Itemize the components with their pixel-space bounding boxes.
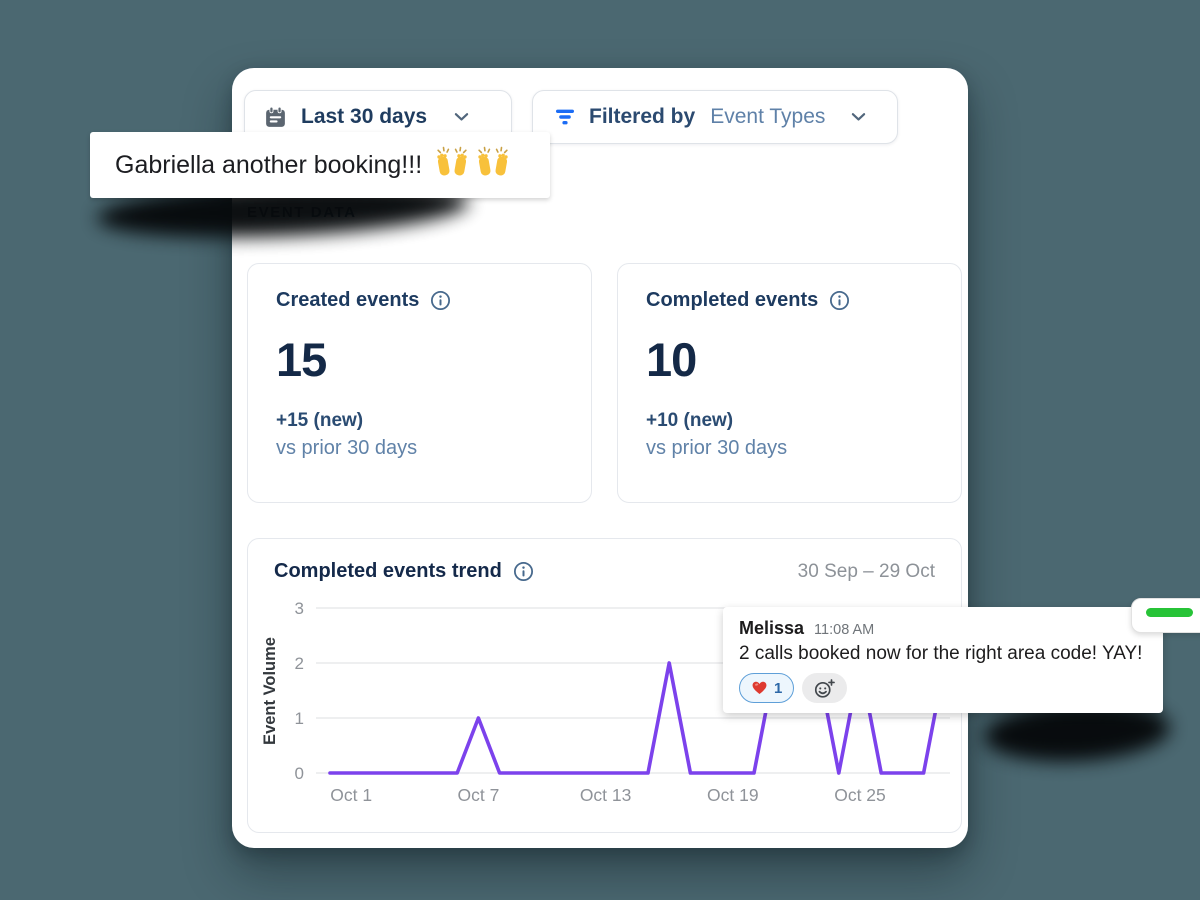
stat-card-title: Completed events (646, 289, 819, 311)
svg-text:Oct 7: Oct 7 (457, 785, 499, 805)
raising-hands-icon (437, 146, 467, 176)
filter-icon (553, 105, 577, 129)
trend-chart-card: Completed events trend 30 Sep – 29 Oct 0… (247, 538, 962, 833)
smiley-plus-icon (813, 678, 836, 699)
svg-text:Oct 19: Oct 19 (707, 785, 759, 805)
stat-card-title: Created events (276, 289, 420, 311)
red-heart-icon (751, 680, 768, 696)
stat-value: 10 (646, 333, 697, 386)
message-timestamp: 11:08 AM (814, 622, 875, 638)
melissa-message: Melissa 11:08 AM 2 calls booked now for … (723, 607, 1163, 713)
stat-comparison: vs prior 30 days (276, 437, 418, 459)
filter-prefix-label: Filtered by (589, 105, 696, 128)
add-reaction-button[interactable] (802, 673, 848, 703)
chart-title: Completed events trend (274, 560, 502, 582)
message-text: 2 calls booked now for the right area co… (739, 643, 1143, 664)
svg-text:Oct 25: Oct 25 (834, 785, 886, 805)
chevron-down-icon (454, 112, 469, 122)
svg-text:2: 2 (295, 654, 304, 673)
info-icon[interactable] (430, 290, 451, 311)
gabriella-message-text: Gabriella another booking!!! (115, 150, 423, 179)
stat-delta: +15 (new) (276, 410, 364, 431)
filter-value-label: Event Types (710, 105, 826, 128)
heart-reaction-pill[interactable]: 1 (739, 673, 795, 703)
svg-text:0: 0 (295, 764, 304, 783)
stat-value: 15 (276, 333, 327, 386)
stat-delta: +10 (new) (646, 410, 734, 431)
info-icon[interactable] (513, 561, 534, 582)
info-icon[interactable] (829, 290, 850, 311)
svg-text:Oct 13: Oct 13 (580, 785, 632, 805)
green-indicator-pill (1146, 608, 1193, 617)
svg-text:Event Volume: Event Volume (261, 637, 279, 745)
chart-date-range: 30 Sep – 29 Oct (797, 560, 935, 582)
stat-comparison: vs prior 30 days (646, 437, 788, 459)
reaction-count: 1 (774, 679, 783, 697)
message-hover-toolbar[interactable] (1131, 598, 1200, 633)
completed-events-card: Completed events 10 +10 (new) vs prior 3… (617, 263, 962, 503)
event-type-filter-dropdown[interactable]: Filtered by Event Types (532, 90, 898, 144)
calendar-icon (263, 105, 288, 130)
gabriella-message: Gabriella another booking!!! (90, 132, 550, 198)
svg-text:Oct 1: Oct 1 (330, 785, 372, 805)
message-author: Melissa (739, 618, 805, 638)
chevron-down-icon (851, 112, 866, 122)
created-events-card: Created events 15 +15 (new) vs prior 30 … (247, 263, 592, 503)
date-range-label: Last 30 days (301, 105, 428, 128)
svg-text:1: 1 (295, 709, 304, 728)
raising-hands-emoji-group (434, 144, 511, 178)
svg-text:3: 3 (295, 599, 304, 618)
raising-hands-icon (478, 146, 508, 176)
